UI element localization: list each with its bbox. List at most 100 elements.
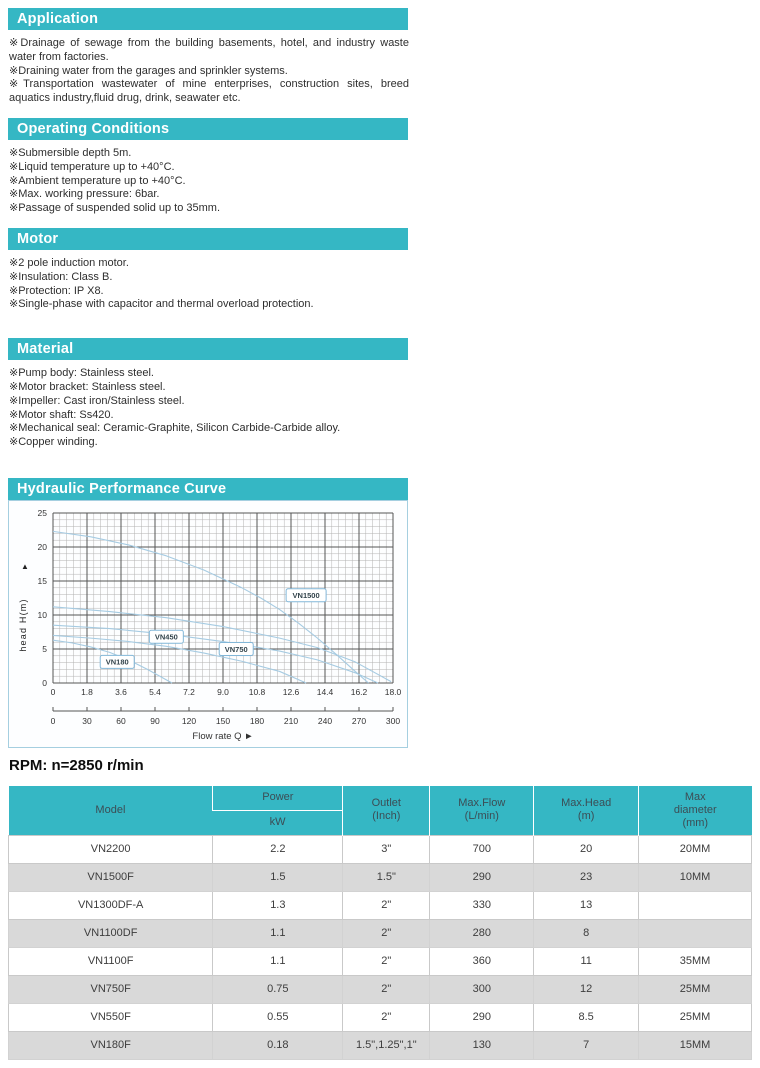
y-axis-arrow-icon: ▲	[21, 562, 29, 571]
rpm-note: RPM: n=2850 r/min	[9, 756, 144, 774]
curve-label-box	[148, 629, 184, 644]
x-tick-label-lmin: 300	[386, 716, 400, 726]
cell-max-head: 23	[533, 862, 640, 892]
header-max-diameter: Max diameter (mm)	[638, 785, 752, 836]
cell-max-flow: 130	[429, 1030, 535, 1060]
text-line: ※Transportation wastewater of mine enter…	[9, 78, 409, 105]
table-row: VN1100F 1.1 2" 360 11 35MM	[7, 946, 752, 976]
cell-max-diameter: 20MM	[638, 834, 752, 864]
x-tick-label-m3h: 5.4	[149, 687, 161, 697]
curve-label-box	[285, 588, 327, 603]
x-tick-label-lmin: 180	[250, 716, 264, 726]
cell-max-diameter: 10MM	[638, 862, 752, 892]
section-title-motor: Motor	[8, 227, 408, 250]
cell-model: VN1300DF-A	[7, 890, 214, 920]
cell-max-head: 8	[533, 918, 640, 948]
x-tick-label-m3h: 7.2	[183, 687, 195, 697]
text-line: ※Drainage of sewage from the building ba…	[9, 37, 409, 63]
section-title-performance-curve: Hydraulic Performance Curve	[8, 477, 408, 500]
y-tick-label: 20	[38, 542, 48, 552]
curve-vn180	[52, 639, 173, 684]
x-tick-label-m3h: 3.6	[115, 687, 127, 697]
section-body-motor: ※2 pole induction motor. ※Insulation: Cla…	[9, 257, 409, 312]
text-line: ※Copper winding.	[9, 436, 98, 449]
cell-max-diameter: 35MM	[638, 946, 752, 976]
spec-table-header: Model Power Outlet (Inch) Max.Flow (L/mi…	[8, 785, 752, 836]
cell-max-head: 7	[533, 1030, 640, 1060]
text-line: ※Impeller: Cast iron/Stainless steel.	[9, 394, 185, 407]
cell-max-head: 13	[533, 890, 640, 920]
cell-model: VN1100F	[7, 946, 214, 976]
cell-power-kw: 1.3	[212, 890, 344, 920]
header-power-unit: kW	[212, 810, 343, 836]
table-row: VN1500F 1.5 1.5" 290 23 10MM	[7, 862, 752, 892]
cell-outlet: 2"	[342, 918, 431, 948]
cell-max-diameter: 25MM	[638, 974, 752, 1004]
y-axis-title: head H(m)	[18, 598, 28, 651]
curve-vn450	[52, 634, 307, 684]
x-tick-label-m3h: 0	[51, 687, 56, 697]
header-outlet: Outlet (Inch)	[342, 785, 430, 836]
curve-label-vn1500: VN1500	[293, 591, 320, 600]
x-tick-label-lmin: 90	[150, 716, 160, 726]
section-performance-curve: Hydraulic Performance Curve 0 5 10 15 20 25 0 1…	[8, 477, 752, 748]
table-row: VN180F 0.18 1.5",1.25",1" 130 7 15MM	[7, 1030, 752, 1060]
cell-max-flow: 290	[429, 862, 535, 892]
y-tick-label: 25	[38, 508, 48, 518]
cell-model: VN750F	[7, 974, 214, 1004]
x-tick-label-lmin: 270	[352, 716, 366, 726]
cell-max-diameter: 25MM	[638, 1002, 752, 1032]
x-tick-label-lmin: 210	[284, 716, 298, 726]
section-operating-conditions: Operating Conditions ※Submersible depth …	[8, 117, 752, 216]
text-line: ※Max. working pressure: 6bar.	[9, 188, 160, 201]
x-axis-title: Flow rate Q ►	[192, 731, 253, 742]
performance-curve-panel: 0 5 10 15 20 25 0 1.8 3.6 5.4 7.2 9.0 10.8 12.6 14.4 16…	[8, 499, 408, 748]
text-line: ※Mechanical seal: Ceramic-Graphite, Sili…	[9, 422, 341, 435]
x-tick-label-lmin: 150	[216, 716, 230, 726]
cell-power-kw: 0.55	[212, 1002, 344, 1032]
cell-max-flow: 290	[429, 1002, 535, 1032]
table-row: VN550F 0.55 2" 290 8.5 25MM	[7, 1002, 752, 1032]
x-tick-label-m3h: 16.2	[351, 687, 368, 697]
y-tick-label: 15	[38, 576, 48, 586]
table-row: VN1100DF 1.1 2" 280 8	[7, 918, 752, 948]
x-tick-label-lmin: 30	[82, 716, 92, 726]
cell-power-kw: 2.2	[212, 834, 344, 864]
cell-max-diameter: 15MM	[638, 1030, 752, 1060]
cell-outlet: 2"	[342, 974, 431, 1004]
spec-table: Model Power Outlet (Inch) Max.Flow (L/mi…	[7, 785, 752, 1060]
curve-label-box	[99, 654, 135, 669]
cell-outlet: 3"	[342, 834, 431, 864]
curve-label-vn750: VN750	[225, 645, 248, 654]
cell-power-kw: 0.75	[212, 974, 344, 1004]
cell-outlet: 2"	[342, 1002, 431, 1032]
curve-label-box	[218, 641, 254, 656]
text-line: ※Insulation: Class B.	[9, 270, 113, 283]
y-tick-label: 10	[38, 610, 48, 620]
section-title-application: Application	[8, 8, 408, 30]
section-application: Application ※Drainage of sewage from the…	[8, 8, 752, 106]
header-model: Model	[8, 785, 213, 836]
text-line: ※2 pole induction motor.	[9, 256, 129, 269]
cell-max-flow: 300	[429, 974, 535, 1004]
section-motor: Motor ※2 pole induction motor. ※Insulatio…	[8, 227, 752, 312]
text-line: ※Single-phase with capacitor and thermal…	[9, 298, 314, 311]
spec-table-body: VN2200 2.2 3" 700 20 20MM VN1500F 1.5 1.5" 290 23 1…	[7, 834, 752, 1060]
cell-max-head: 20	[533, 834, 640, 864]
text-line: ※Liquid temperature up to +40°C.	[9, 160, 175, 173]
cell-model: VN2200	[7, 834, 214, 864]
cell-max-head: 8.5	[533, 1002, 640, 1032]
curve-label-vn180: VN180	[106, 658, 129, 667]
text-line: ※Ambient temperature up to +40°C.	[9, 174, 186, 187]
section-body-material: ※Pump body: Stainless steel. ※Motor brack…	[9, 367, 409, 450]
curve-label-vn450: VN450	[155, 632, 178, 641]
x-tick-label-m3h: 10.8	[249, 687, 266, 697]
section-body-operating-conditions: ※Submersible depth 5m. ※Liquid temperatur…	[9, 147, 409, 216]
text-line: ※Draining water from the garages and spr…	[9, 64, 288, 77]
cell-model: VN1100DF	[7, 918, 214, 948]
text-line: ※Motor bracket: Stainless steel.	[9, 380, 166, 393]
header-max-flow: Max.Flow (L/min)	[429, 785, 534, 836]
cell-power-kw: 1.5	[212, 862, 344, 892]
text-line: ※Motor shaft: Ss420.	[9, 408, 114, 421]
